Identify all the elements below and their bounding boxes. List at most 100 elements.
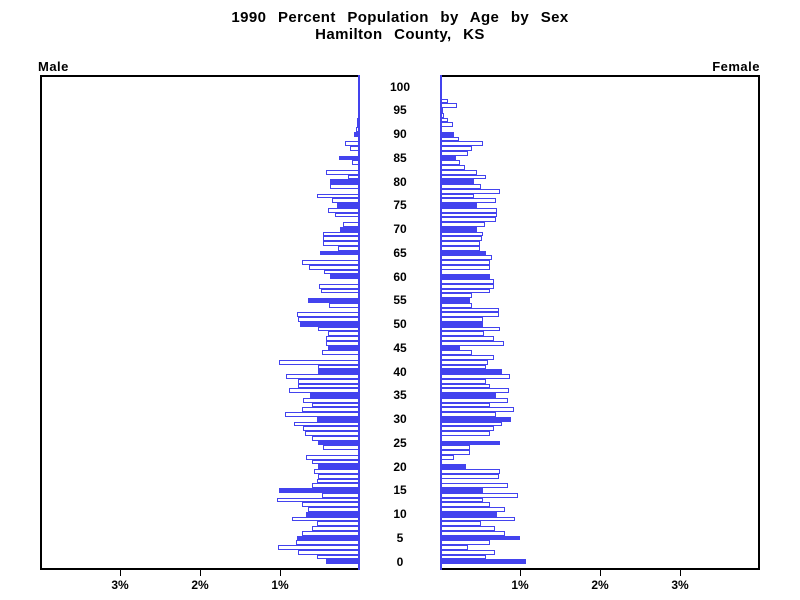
age-tick-label-80: 80 <box>393 174 407 189</box>
percent-tick <box>200 570 201 576</box>
bar-female-age-18 <box>440 473 500 479</box>
bar-male-age-10 <box>306 511 360 517</box>
bar-male-age-79 <box>330 184 360 189</box>
bar-male-age-4 <box>296 540 360 546</box>
percent-tick-label-3%: 3% <box>111 578 129 592</box>
chart-title-line2: Hamilton County, KS <box>315 26 485 43</box>
bar-male-age-73 <box>335 212 360 218</box>
bar-female-age-4 <box>440 540 491 546</box>
age-tick-label-65: 65 <box>393 245 407 260</box>
bar-male-age-18 <box>318 473 360 479</box>
percent-tick-label-2%: 2% <box>591 578 609 592</box>
bar-female-age-63 <box>440 260 490 265</box>
bar-male-age-60 <box>329 274 360 280</box>
bar-female-age-78 <box>440 188 500 194</box>
bar-female-age-82 <box>440 169 477 175</box>
bar-male-age-54 <box>328 302 360 308</box>
bar-male-age-32 <box>301 407 360 413</box>
bar-male-age-26 <box>312 435 360 441</box>
bar-female-age-37 <box>440 383 490 389</box>
bar-female-age-53 <box>440 307 500 313</box>
bar-male-age-68 <box>323 236 360 242</box>
age-tick-label-95: 95 <box>393 103 407 118</box>
bar-male-age-6 <box>301 530 360 536</box>
female-zero-axis <box>440 75 442 570</box>
bar-male-age-11 <box>308 507 360 512</box>
bar-male-age-47 <box>326 336 360 341</box>
percent-tick-label-1%: 1% <box>511 578 529 592</box>
bar-male-age-70 <box>340 226 360 232</box>
age-tick-label-85: 85 <box>393 150 407 165</box>
bar-male-age-8 <box>316 521 360 527</box>
age-tick-label-75: 75 <box>393 198 407 213</box>
bar-male-age-74 <box>328 207 360 213</box>
bar-female-age-85 <box>440 155 456 161</box>
bar-male-age-57 <box>320 288 360 294</box>
bar-female-age-50 <box>440 321 484 327</box>
bar-female-age-66 <box>440 245 480 251</box>
bar-female-age-58 <box>440 283 495 289</box>
bar-female-age-9 <box>440 516 516 522</box>
bar-female-age-48 <box>440 331 484 337</box>
percent-tick <box>520 570 521 576</box>
bar-male-age-38 <box>298 378 360 384</box>
bar-male-age-63 <box>302 260 360 265</box>
bar-male-age-21 <box>312 459 360 465</box>
bar-female-age-23 <box>440 450 470 455</box>
percent-tick <box>680 570 681 576</box>
bar-male-age-75 <box>336 203 360 208</box>
bar-male-age-55 <box>308 298 360 303</box>
age-tick-label-30: 30 <box>393 412 407 427</box>
bar-male-age-34 <box>303 397 360 403</box>
bar-male-age-31 <box>284 412 360 417</box>
bar-male-age-58 <box>319 283 360 289</box>
bar-female-age-55 <box>440 298 471 303</box>
bar-male-age-0 <box>325 559 360 565</box>
bar-male-age-85 <box>339 155 360 161</box>
bar-male-age-50 <box>300 321 360 327</box>
bar-male-age-40 <box>317 369 360 375</box>
bar-female-age-8 <box>440 521 481 527</box>
bar-female-age-42 <box>440 359 488 365</box>
age-tick-label-25: 25 <box>393 435 407 450</box>
bar-male-age-62 <box>308 264 360 270</box>
age-tick-label-5: 5 <box>396 530 404 545</box>
bar-female-age-74 <box>440 207 497 213</box>
bar-male-age-13 <box>276 497 360 503</box>
bar-female-age-14 <box>440 492 518 498</box>
bar-male-age-20 <box>318 464 360 470</box>
bar-female-age-11 <box>440 507 505 512</box>
percent-tick-label-1%: 1% <box>271 578 289 592</box>
bar-male-age-41 <box>317 364 360 370</box>
bar-male-age-27 <box>304 431 360 436</box>
bar-female-age-22 <box>440 454 454 460</box>
bar-male-age-12 <box>301 502 360 508</box>
age-tick-label-10: 10 <box>393 507 407 522</box>
bar-female-age-28 <box>440 426 494 432</box>
percent-tick <box>600 570 601 576</box>
bar-male-age-44 <box>321 350 360 356</box>
bar-male-age-65 <box>320 250 360 256</box>
bar-female-age-29 <box>440 421 502 427</box>
bar-male-age-5 <box>296 535 360 541</box>
bar-male-age-45 <box>328 345 360 351</box>
bar-male-age-49 <box>318 326 360 332</box>
bar-male-age-42 <box>279 359 360 365</box>
percent-tick <box>120 570 121 576</box>
bar-male-age-1 <box>316 554 360 560</box>
bar-male-age-69 <box>323 231 360 237</box>
male-zero-axis <box>358 75 360 570</box>
bar-male-age-9 <box>292 516 360 522</box>
bar-female-age-38 <box>440 378 486 384</box>
bar-female-age-33 <box>440 402 491 408</box>
bar-female-age-20 <box>440 464 467 470</box>
bar-female-age-67 <box>440 241 480 246</box>
bar-female-age-30 <box>440 416 512 422</box>
bar-female-age-13 <box>440 497 484 503</box>
bar-female-age-45 <box>440 345 460 351</box>
bar-female-age-10 <box>440 511 497 517</box>
percent-tick <box>280 570 281 576</box>
age-tick-label-100: 100 <box>389 79 411 94</box>
bar-female-age-25 <box>440 440 500 446</box>
bar-female-age-51 <box>440 317 484 322</box>
